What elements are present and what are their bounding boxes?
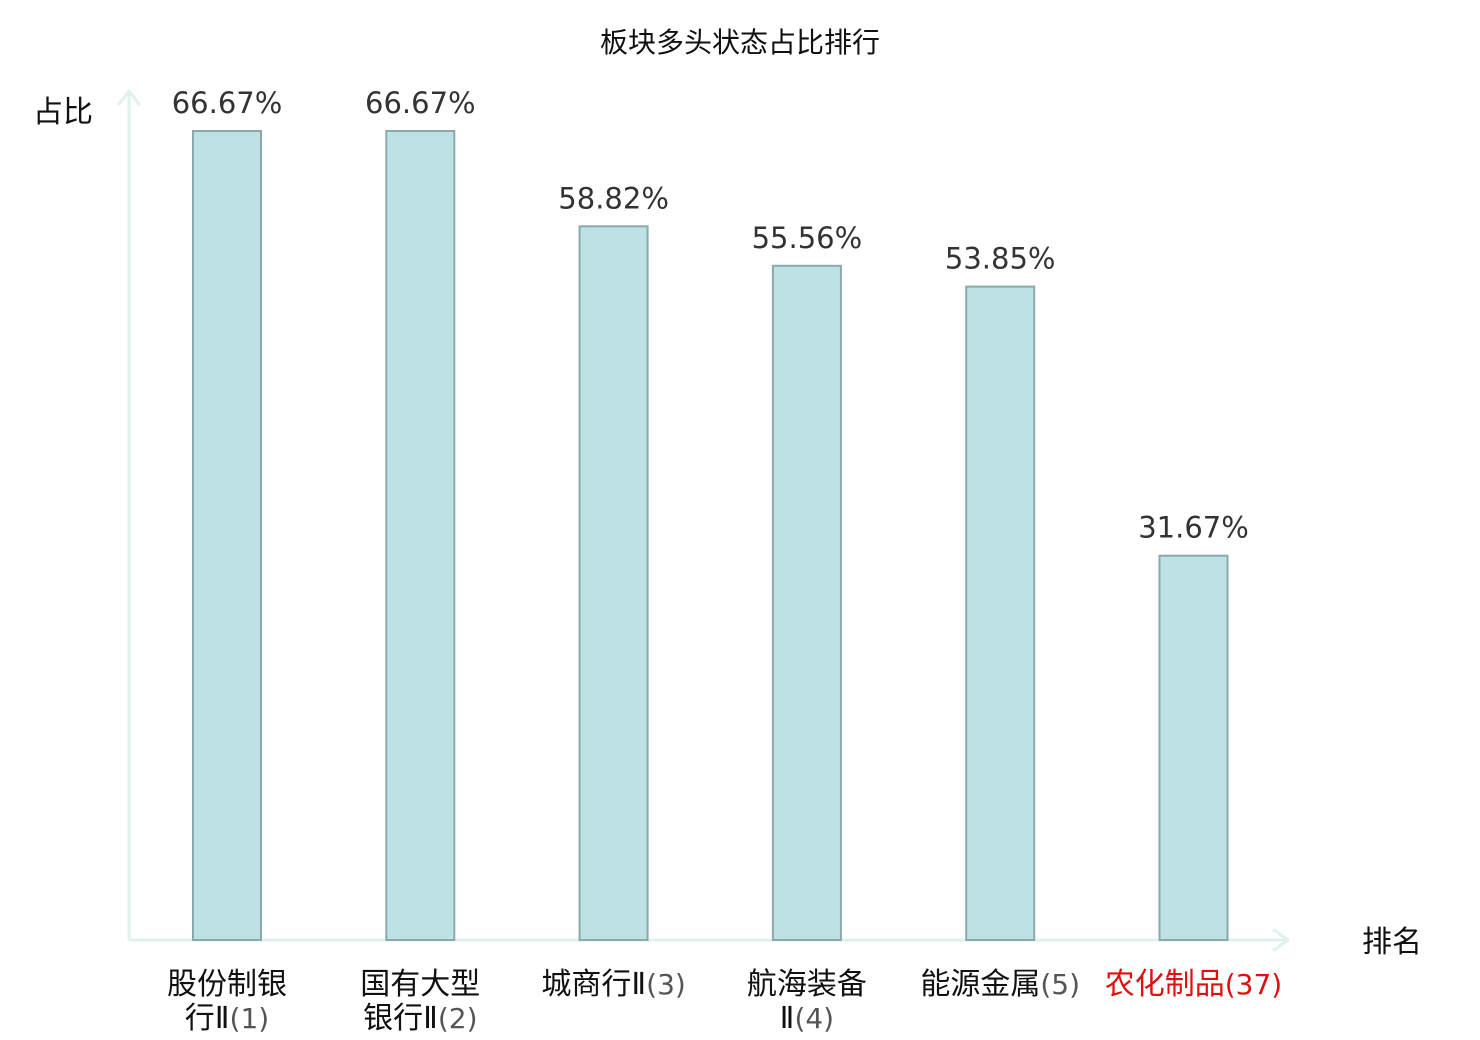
category-label-4-line-1: 航海装备 xyxy=(747,967,867,1002)
x-axis-arrow-icon xyxy=(1272,928,1290,952)
value-label-5: 53.85% xyxy=(945,242,1056,276)
bar-6 xyxy=(1158,554,1229,941)
bar-1 xyxy=(192,130,262,941)
value-label-2: 66.67% xyxy=(365,86,476,120)
category-label-1-line-1: 股份制银 xyxy=(167,967,287,1002)
value-label-6: 31.67% xyxy=(1138,511,1249,545)
bar-series xyxy=(192,130,1229,942)
bar-5 xyxy=(965,285,1036,942)
value-label-3: 58.82% xyxy=(558,181,669,215)
value-label-4: 55.56% xyxy=(752,221,863,255)
data-labels: 66.67% 66.67% 58.82% 55.56% 53.85% 31.67% xyxy=(172,86,1249,545)
category-label-3-line-1: 城商行Ⅱ(3) xyxy=(541,967,685,1002)
bar-2 xyxy=(385,130,456,941)
category-label-6-line-1: 农化制品(37) xyxy=(1105,967,1282,1002)
y-axis-arrow-icon xyxy=(117,89,141,106)
category-label-2-line-2: 银行Ⅱ(2) xyxy=(363,1001,477,1036)
value-label-1: 66.67% xyxy=(172,86,283,120)
y-axis-label: 占比 xyxy=(33,95,93,130)
category-label-4-line-2: Ⅱ(4) xyxy=(780,1001,834,1036)
bar-3 xyxy=(578,225,649,942)
category-label-5-line-1: 能源金属(5) xyxy=(920,967,1080,1002)
bar-4 xyxy=(771,264,842,941)
chart-title: 板块多头状态占比排行 xyxy=(600,26,880,59)
category-label-1-line-2: 行Ⅱ(1) xyxy=(185,1001,269,1036)
category-label-2-line-1: 国有大型 xyxy=(360,967,480,1002)
x-axis-label: 排名 xyxy=(1362,925,1422,960)
